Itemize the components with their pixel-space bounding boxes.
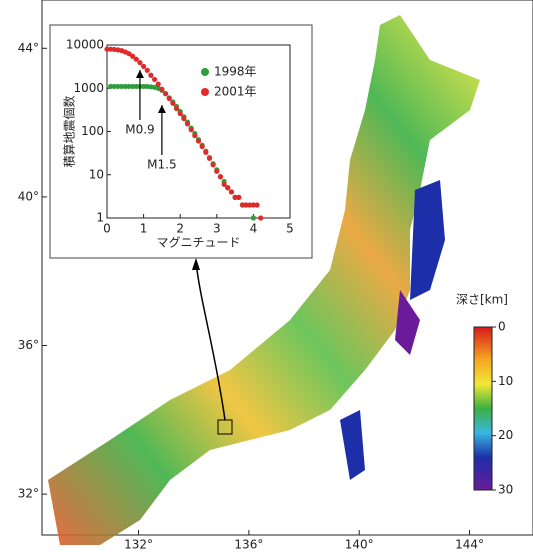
y-tick-label: 100 [81, 124, 104, 138]
data-point [189, 127, 194, 132]
lat-tick-label: 40° [18, 189, 39, 203]
figure: 012345110100100010000マグニチュード積算地震個数1998年2… [0, 0, 533, 552]
lat-tick-label: 32° [18, 487, 39, 501]
data-point [192, 133, 197, 138]
data-point [156, 81, 161, 86]
data-point [218, 174, 223, 179]
y-axis-label: 積算地震個数 [62, 95, 77, 167]
x-tick-label: 1 [140, 222, 148, 236]
lon-tick-label: 140° [345, 538, 374, 552]
data-point [236, 195, 241, 200]
data-point [200, 144, 205, 149]
colorbar-tick-label: 20 [498, 428, 513, 442]
y-tick-label: 10 [89, 167, 104, 181]
data-point [163, 91, 168, 96]
data-point [141, 64, 146, 69]
data-point [148, 73, 153, 78]
legend-swatch [201, 68, 209, 76]
colorbar-tick-label: 0 [498, 320, 506, 334]
x-tick-label: 4 [250, 222, 258, 236]
y-tick-label: 10000 [66, 38, 104, 52]
x-axis-label: マグニチュード [156, 236, 240, 250]
data-point [203, 150, 208, 155]
data-point [254, 202, 259, 207]
colorbar-gradient [474, 327, 492, 490]
data-point [207, 156, 212, 161]
data-point [178, 111, 183, 116]
colorbar-tick-label: 30 [498, 483, 513, 497]
data-point [181, 116, 186, 121]
x-tick-label: 2 [176, 222, 184, 236]
lat-tick-label: 36° [18, 338, 39, 352]
x-tick-label: 5 [286, 222, 294, 236]
lon-tick-label: 136° [234, 538, 263, 552]
lon-tick-label: 144° [455, 538, 484, 552]
data-point [185, 121, 190, 126]
legend-swatch [201, 88, 209, 96]
legend-label: 2001年 [214, 85, 257, 99]
data-point [196, 138, 201, 143]
legend-label: 1998年 [214, 65, 257, 79]
data-point [170, 101, 175, 106]
data-point [214, 169, 219, 174]
data-point [229, 189, 234, 194]
colorbar-title: 深さ[km] [456, 293, 508, 307]
data-point [167, 96, 172, 101]
lat-tick-label: 44° [18, 41, 39, 55]
colorbar-tick-label: 10 [498, 374, 513, 388]
data-point [211, 162, 216, 167]
data-point [174, 106, 179, 111]
x-tick-label: 0 [103, 222, 111, 236]
lon-tick-label: 132° [124, 538, 153, 552]
data-point [251, 215, 256, 220]
x-tick-label: 3 [213, 222, 221, 236]
data-point [152, 77, 157, 82]
data-point [137, 60, 142, 65]
data-point [258, 215, 263, 220]
data-point [145, 68, 150, 73]
data-point [225, 185, 230, 190]
annotation-label: M0.9 [125, 123, 154, 137]
y-tick-label: 1 [96, 211, 104, 225]
annotation-label: M1.5 [147, 158, 176, 172]
data-point [159, 87, 164, 92]
y-tick-label: 1000 [73, 81, 104, 95]
